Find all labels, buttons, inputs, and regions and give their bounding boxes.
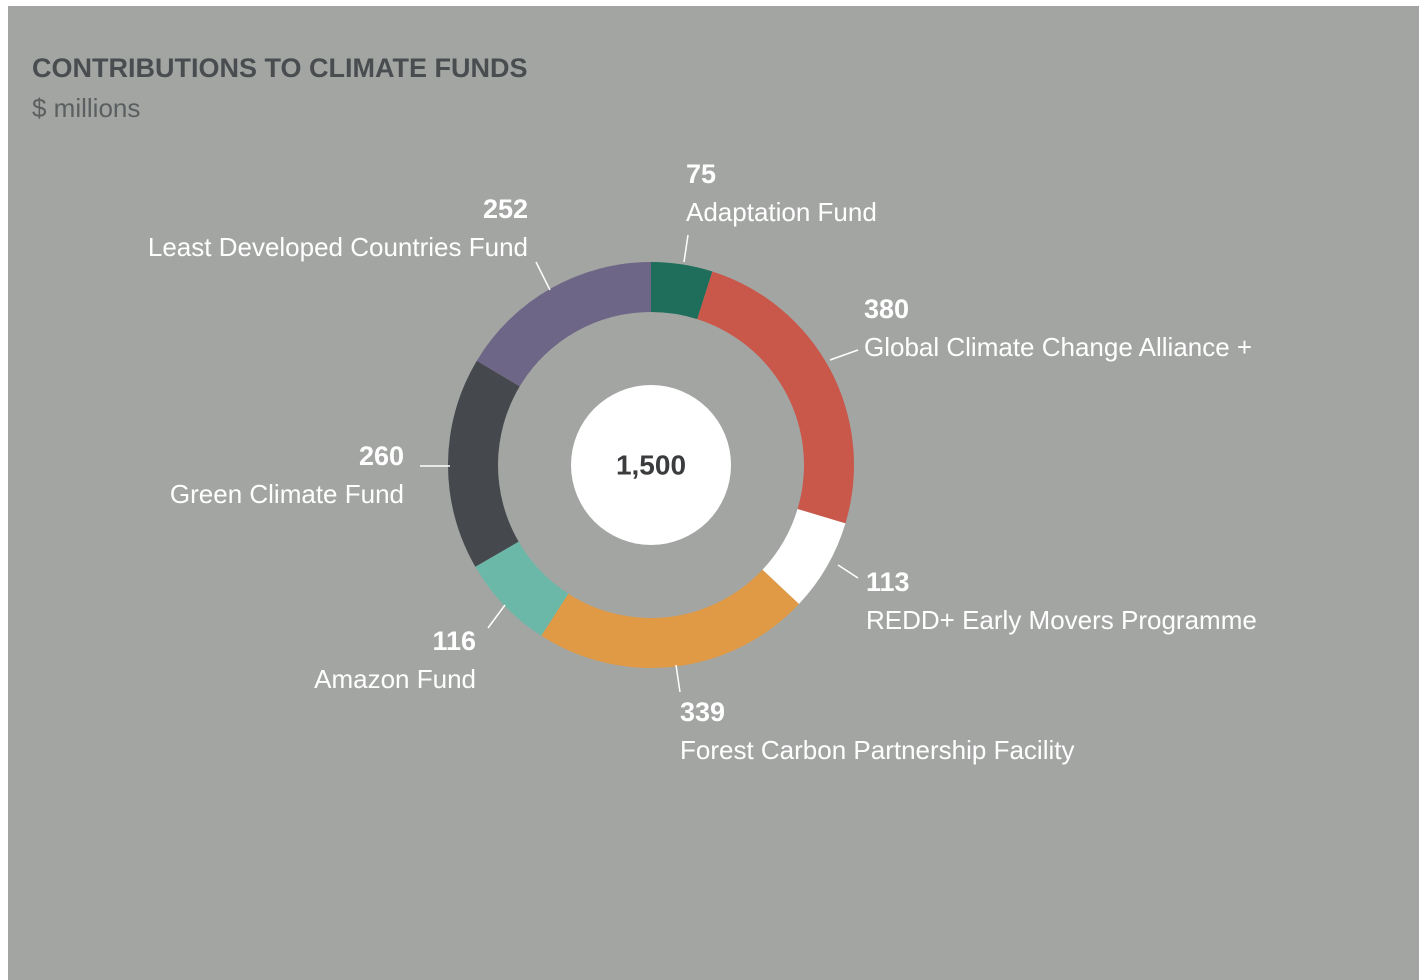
chart-subtitle: $ millions — [32, 93, 140, 123]
category-label: Amazon Fund — [314, 664, 476, 694]
category-label: Global Climate Change Alliance + — [864, 332, 1252, 362]
value-label: 260 — [359, 441, 404, 471]
donut-segment — [541, 569, 799, 668]
donut-segment — [651, 262, 713, 320]
leader-line — [683, 234, 689, 263]
donut-segment — [762, 508, 846, 604]
center-circle — [571, 385, 731, 545]
leader-line — [829, 349, 859, 361]
donut-segment — [448, 360, 520, 567]
center-label: 1,500 — [616, 449, 686, 480]
category-label: REDD+ Early Movers Programme — [866, 605, 1257, 635]
leader-line — [535, 261, 551, 291]
category-label: Adaptation Fund — [686, 197, 877, 227]
value-label: 339 — [680, 697, 725, 727]
category-label: Green Climate Fund — [170, 479, 404, 509]
value-label: 116 — [432, 626, 476, 656]
category-label: Forest Carbon Partnership Facility — [680, 735, 1074, 765]
value-label: 252 — [483, 194, 528, 224]
value-label: 380 — [864, 294, 909, 324]
chart-title: CONTRIBUTIONS TO CLIMATE FUNDS — [32, 53, 527, 83]
donut-segment — [475, 541, 569, 636]
leader-line — [675, 664, 681, 693]
value-label: 113 — [866, 567, 910, 597]
value-label: 75 — [686, 159, 716, 189]
donut-segment — [697, 271, 854, 524]
leader-line — [487, 604, 506, 629]
donut-segment — [476, 262, 651, 387]
leader-line — [837, 564, 859, 579]
category-label: Least Developed Countries Fund — [148, 232, 528, 262]
